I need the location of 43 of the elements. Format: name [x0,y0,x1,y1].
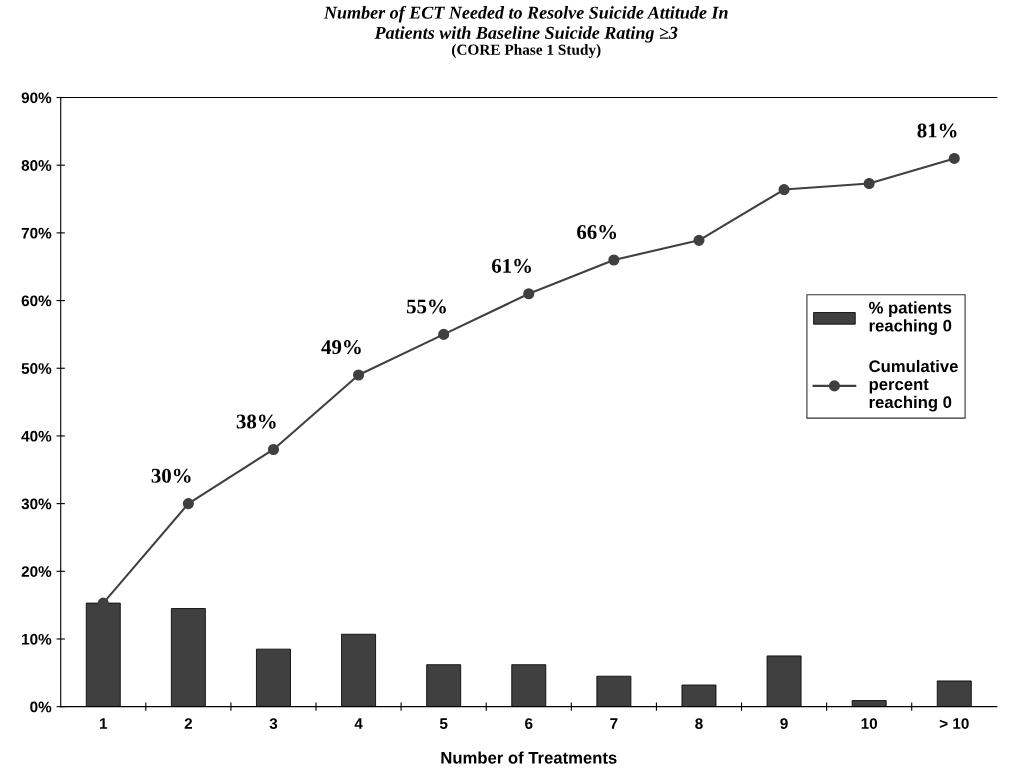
point [438,328,450,340]
point [523,288,535,300]
y-tick-label: 30% [21,498,52,510]
y-tick-label: 0% [30,701,52,713]
data-label: 49% [321,340,361,355]
y-tick-label: 40% [21,430,52,442]
y-tick-label: 70% [21,227,52,239]
data-label: 61% [491,258,531,273]
point [182,498,194,510]
x-tick-label: 7 [610,718,618,729]
data-label: 38% [236,414,276,429]
legend-label: % patients reaching 0 [869,301,952,335]
x-tick-label: > 10 [939,718,969,729]
x-tick-label: 3 [269,718,278,730]
data-label: 55% [407,299,446,314]
y-tick-label: 20% [21,566,52,577]
point [948,152,960,164]
y-tick-label: 80% [21,160,52,171]
x-tick-label: 1 [99,718,108,729]
point [267,443,280,456]
y-tick-label: 60% [21,295,52,307]
y-tick-label: 10% [22,633,52,645]
x-tick-label: 9 [780,718,788,729]
point [608,254,620,266]
chart-title: Number of ECT Needed to Resolve Suicide Attitude In Patients with Baseline Suicide Rating ≥3 [323,5,728,43]
point [863,177,875,190]
x-tick-label: 5 [439,718,448,729]
y-tick-label: 50% [21,363,52,374]
x-tick-label: 8 [695,718,703,729]
x-tick-label: 10 [861,718,878,729]
data-label: 30% [151,468,191,483]
x-axis-title: Number of Treatments [441,751,617,764]
data-label: 66% [577,225,617,240]
x-tick-label: 4 [354,718,363,729]
x-tick-label: 2 [184,718,193,729]
legend-label: Cumulative percent reaching 0 [869,359,958,412]
data-label: 81% [917,123,957,138]
x-tick-label: 6 [525,718,533,729]
point [353,369,365,381]
point [778,184,790,196]
point [693,234,705,246]
y-tick-label: 90% [21,92,52,104]
chart-subtitle: (CORE Phase 1 Study) [452,44,601,59]
